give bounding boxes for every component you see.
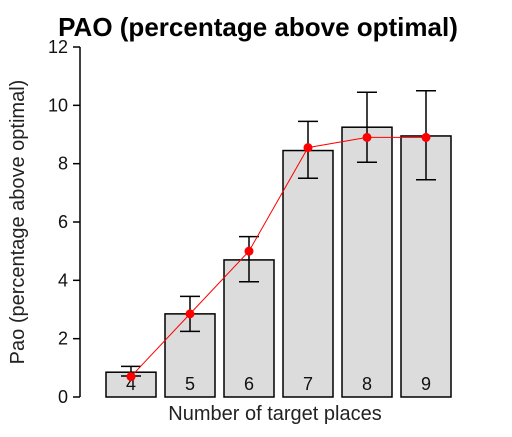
bar-label-8: 8 [362,374,372,394]
bar-6 [223,259,275,398]
y-tick-label-2: 4 [58,270,68,290]
bar-7 [282,149,334,398]
category-labels: 4 5 6 7 8 9 [126,374,431,394]
mean-point-4 [126,372,136,382]
x-axis-label: Number of target places [168,403,381,425]
mean-point-5 [185,309,195,319]
mean-point-6 [244,246,254,256]
bar-label-5: 5 [185,374,195,394]
y-axis-label: Pao (percentage above optimal) [7,80,29,365]
bar-label-9: 9 [421,374,431,394]
y-tick-label-5: 10 [48,95,68,115]
y-tick-label-4: 8 [58,154,68,174]
y-tick-label-3: 6 [58,212,68,232]
mean-point-7 [303,143,313,153]
y-tick-label-1: 2 [58,329,68,349]
bar-label-7: 7 [303,374,313,394]
y-tick-label-6: 12 [48,37,68,57]
chart-title: PAO (percentage above optimal) [58,12,458,42]
bar-label-6: 6 [244,374,254,394]
mean-point-9 [421,132,431,142]
mean-point-8 [362,132,372,142]
mean-line-path [130,136,426,377]
y-tick-label-0: 0 [58,387,68,407]
mean-line [126,132,431,382]
bars [105,126,452,398]
bar-8 [341,126,393,398]
bar-9 [400,135,452,398]
error-bars [121,90,436,377]
y-axis: 0 2 4 6 8 10 12 [48,37,81,407]
bar-label-4: 4 [126,374,136,394]
